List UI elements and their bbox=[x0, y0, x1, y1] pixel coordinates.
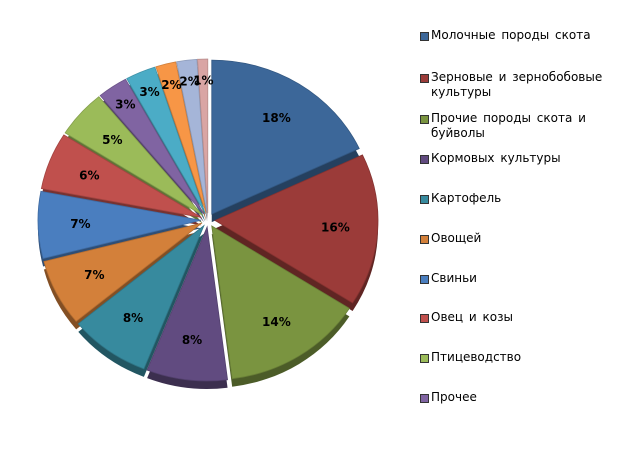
legend-swatch bbox=[420, 155, 429, 164]
legend-swatch bbox=[420, 354, 429, 363]
slice-percent-label: 6% bbox=[79, 169, 99, 183]
pie-slice bbox=[40, 134, 202, 218]
slice-percent-label: 5% bbox=[102, 133, 122, 147]
slice-percent-label: 8% bbox=[182, 333, 202, 347]
pie-slice bbox=[126, 66, 206, 214]
pie-slice bbox=[146, 225, 229, 382]
legend-label: Птицеводство bbox=[431, 350, 522, 364]
slice-percent-label: 1% bbox=[193, 74, 213, 88]
slice-percent-label: 14% bbox=[262, 315, 291, 329]
legend-label: Свиньи bbox=[431, 271, 477, 285]
pie-slice bbox=[155, 61, 207, 214]
legend-swatch bbox=[420, 314, 429, 323]
legend-label: Кормовых культуры bbox=[431, 151, 561, 165]
legend-swatch bbox=[420, 74, 429, 83]
pie-slice bbox=[214, 154, 379, 304]
pie-slice bbox=[176, 58, 208, 214]
slice-percent-label: 2% bbox=[179, 75, 199, 89]
pie-slice bbox=[77, 224, 205, 370]
legend-swatch bbox=[420, 32, 429, 41]
legend-swatch bbox=[420, 275, 429, 284]
slice-percent-label: 16% bbox=[321, 221, 350, 235]
slice-percent-label: 8% bbox=[123, 311, 143, 325]
pie-slice bbox=[211, 59, 360, 215]
pie-slice bbox=[37, 190, 202, 260]
legend-label: Прочее bbox=[431, 390, 477, 404]
slice-percent-label: 18% bbox=[262, 111, 291, 125]
pie-slice bbox=[64, 96, 204, 216]
legend-label: Прочие породы скота и буйволы bbox=[431, 111, 586, 140]
slice-percent-label: 2% bbox=[161, 78, 181, 92]
legend-swatch bbox=[420, 235, 429, 244]
pie-slice bbox=[197, 58, 209, 214]
pie-slice bbox=[211, 225, 350, 380]
legend-label: Зерновые и зернобобовые культуры bbox=[431, 70, 603, 99]
slice-percent-label: 3% bbox=[115, 98, 135, 112]
legend-label: Овец и козы bbox=[431, 310, 513, 324]
legend-swatch bbox=[420, 195, 429, 204]
slice-percent-label: 3% bbox=[139, 85, 159, 99]
pie-slice bbox=[43, 222, 203, 322]
legend-label: Овощей bbox=[431, 231, 482, 245]
legend-label: Картофель bbox=[431, 191, 502, 205]
legend-label: Молочные породы скота bbox=[431, 28, 591, 42]
legend-swatch bbox=[420, 115, 429, 124]
pie-slice bbox=[99, 78, 205, 215]
legend-swatch bbox=[420, 394, 429, 403]
slice-percent-label: 7% bbox=[70, 217, 90, 231]
slice-percent-label: 7% bbox=[84, 268, 104, 282]
